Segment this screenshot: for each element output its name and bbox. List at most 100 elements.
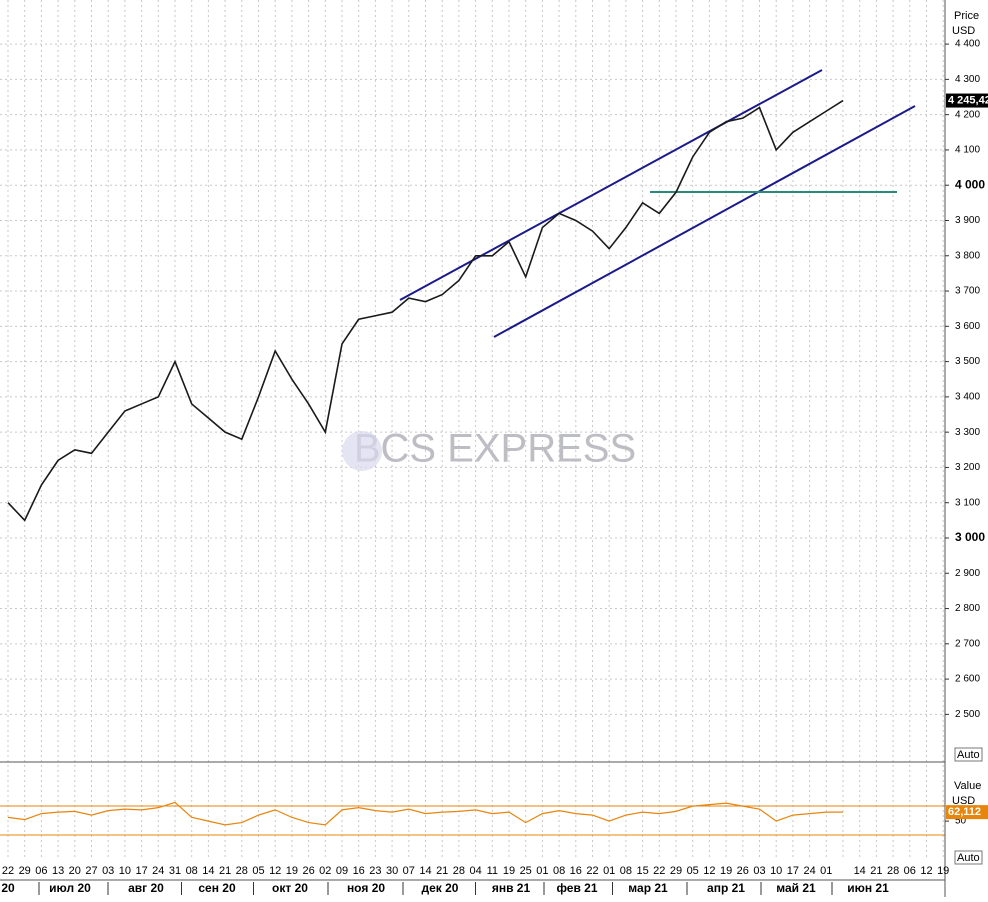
- y-tick-label: 2 600: [955, 674, 980, 685]
- x-tick-label: 01: [603, 865, 615, 877]
- month-label: авг 20: [128, 881, 164, 895]
- x-tick-label: 22: [2, 865, 14, 877]
- x-tick-label: 14: [854, 865, 866, 877]
- y-tick-label: 4 000: [955, 177, 985, 191]
- x-tick-label: 13: [52, 865, 64, 877]
- x-tick-label: 05: [687, 865, 699, 877]
- x-tick-label: 12: [703, 865, 715, 877]
- x-tick-label: 03: [753, 865, 765, 877]
- axis-title: Value: [954, 780, 981, 792]
- x-tick-label: 29: [19, 865, 31, 877]
- x-tick-label: 30: [386, 865, 398, 877]
- x-tick-label: 23: [369, 865, 381, 877]
- x-tick-label: 28: [887, 865, 899, 877]
- y-tick-label: 3 200: [955, 462, 980, 473]
- x-tick-label: 15: [636, 865, 648, 877]
- x-tick-label: 01: [536, 865, 548, 877]
- y-tick-label: 3 600: [955, 321, 980, 332]
- x-tick-label: 29: [670, 865, 682, 877]
- month-label: ноя 20: [347, 881, 385, 895]
- x-tick-label: 28: [236, 865, 248, 877]
- x-tick-label: 14: [419, 865, 431, 877]
- x-tick-label: 03: [102, 865, 114, 877]
- x-tick-label: 22: [586, 865, 598, 877]
- x-tick-label: 05: [252, 865, 264, 877]
- y-tick-label: 3 400: [955, 392, 980, 403]
- month-label: мар 21: [628, 881, 668, 895]
- x-tick-label: 06: [35, 865, 47, 877]
- month-label: май 21: [776, 881, 816, 895]
- x-tick-label: 08: [553, 865, 565, 877]
- month-label: 20: [1, 881, 15, 895]
- last-value-label: 4 245,42: [948, 94, 988, 106]
- x-tick-label: 19: [503, 865, 515, 877]
- channel-lower: [493, 105, 916, 338]
- y-tick-label: 4 400: [955, 39, 980, 50]
- x-tick-label: 20: [69, 865, 81, 877]
- auto-button[interactable]: [954, 850, 983, 865]
- month-label: янв 21: [492, 881, 531, 895]
- auto-label[interactable]: Auto: [957, 749, 980, 761]
- y-tick-label: 3 500: [955, 356, 980, 367]
- x-tick-label: 21: [219, 865, 231, 877]
- x-tick-label: 10: [770, 865, 782, 877]
- y-tick-label: 4 300: [955, 74, 980, 85]
- y-tick-label: 2 800: [955, 603, 980, 614]
- month-label: апр 21: [707, 881, 745, 895]
- x-tick-label: 26: [302, 865, 314, 877]
- month-label: июн 21: [847, 881, 889, 895]
- x-tick-label: 06: [904, 865, 916, 877]
- grid: [0, 0, 945, 860]
- x-tick-label: 08: [620, 865, 632, 877]
- x-tick-label: 07: [403, 865, 415, 877]
- x-tick-label: 17: [787, 865, 799, 877]
- x-tick-label: 24: [152, 865, 164, 877]
- y-tick-label: 4 100: [955, 145, 980, 156]
- x-tick-label: 22: [653, 865, 665, 877]
- x-tick-label: 17: [135, 865, 147, 877]
- x-tick-label: 12: [920, 865, 932, 877]
- last-value-label: 62,112: [948, 806, 981, 818]
- x-tick-label: 25: [520, 865, 532, 877]
- x-tick-label: 19: [937, 865, 949, 877]
- auto-label[interactable]: Auto: [957, 852, 980, 864]
- watermark-logo: [342, 431, 382, 471]
- x-tick-label: 12: [269, 865, 281, 877]
- last-value-box: [946, 93, 988, 108]
- x-tick-label: 04: [469, 865, 481, 877]
- y-tick-label: 3 300: [955, 427, 980, 438]
- y-tick-label: 4 200: [955, 109, 980, 120]
- auto-button[interactable]: [954, 747, 983, 762]
- x-tick-label: 01: [820, 865, 832, 877]
- month-label: дек 20: [422, 881, 459, 895]
- x-tick-label: 21: [436, 865, 448, 877]
- x-tick-label: 19: [286, 865, 298, 877]
- axis-title: Price: [954, 10, 979, 22]
- x-tick-label: 11: [487, 865, 498, 877]
- month-label: окт 20: [272, 881, 308, 895]
- axis-unit: USD: [952, 795, 975, 807]
- y-tick-label: 3 800: [955, 250, 980, 261]
- y-tick-label: 2 900: [955, 568, 980, 579]
- x-tick-label: 10: [119, 865, 131, 877]
- x-tick-label: 28: [453, 865, 465, 877]
- x-tick-label: 27: [85, 865, 97, 877]
- axis-unit: USD: [952, 25, 975, 37]
- y-tick-label: 3 100: [955, 497, 980, 508]
- channel-upper: [399, 69, 823, 301]
- y-tick-label: 2 500: [955, 709, 980, 720]
- month-label: фев 21: [556, 881, 597, 895]
- series-line: [7, 801, 843, 826]
- series-line: [7, 99, 844, 522]
- y-tick-label: 3 000: [955, 530, 985, 544]
- x-tick-label: 21: [870, 865, 882, 877]
- month-label: июл 20: [49, 881, 91, 895]
- x-tick-label: 02: [319, 865, 331, 877]
- y-tick-label: 3 900: [955, 215, 980, 226]
- x-tick-label: 16: [353, 865, 365, 877]
- last-value-box: [946, 805, 988, 820]
- month-label: сен 20: [198, 881, 236, 895]
- x-tick-label: 31: [169, 865, 181, 877]
- x-tick-label: 09: [336, 865, 348, 877]
